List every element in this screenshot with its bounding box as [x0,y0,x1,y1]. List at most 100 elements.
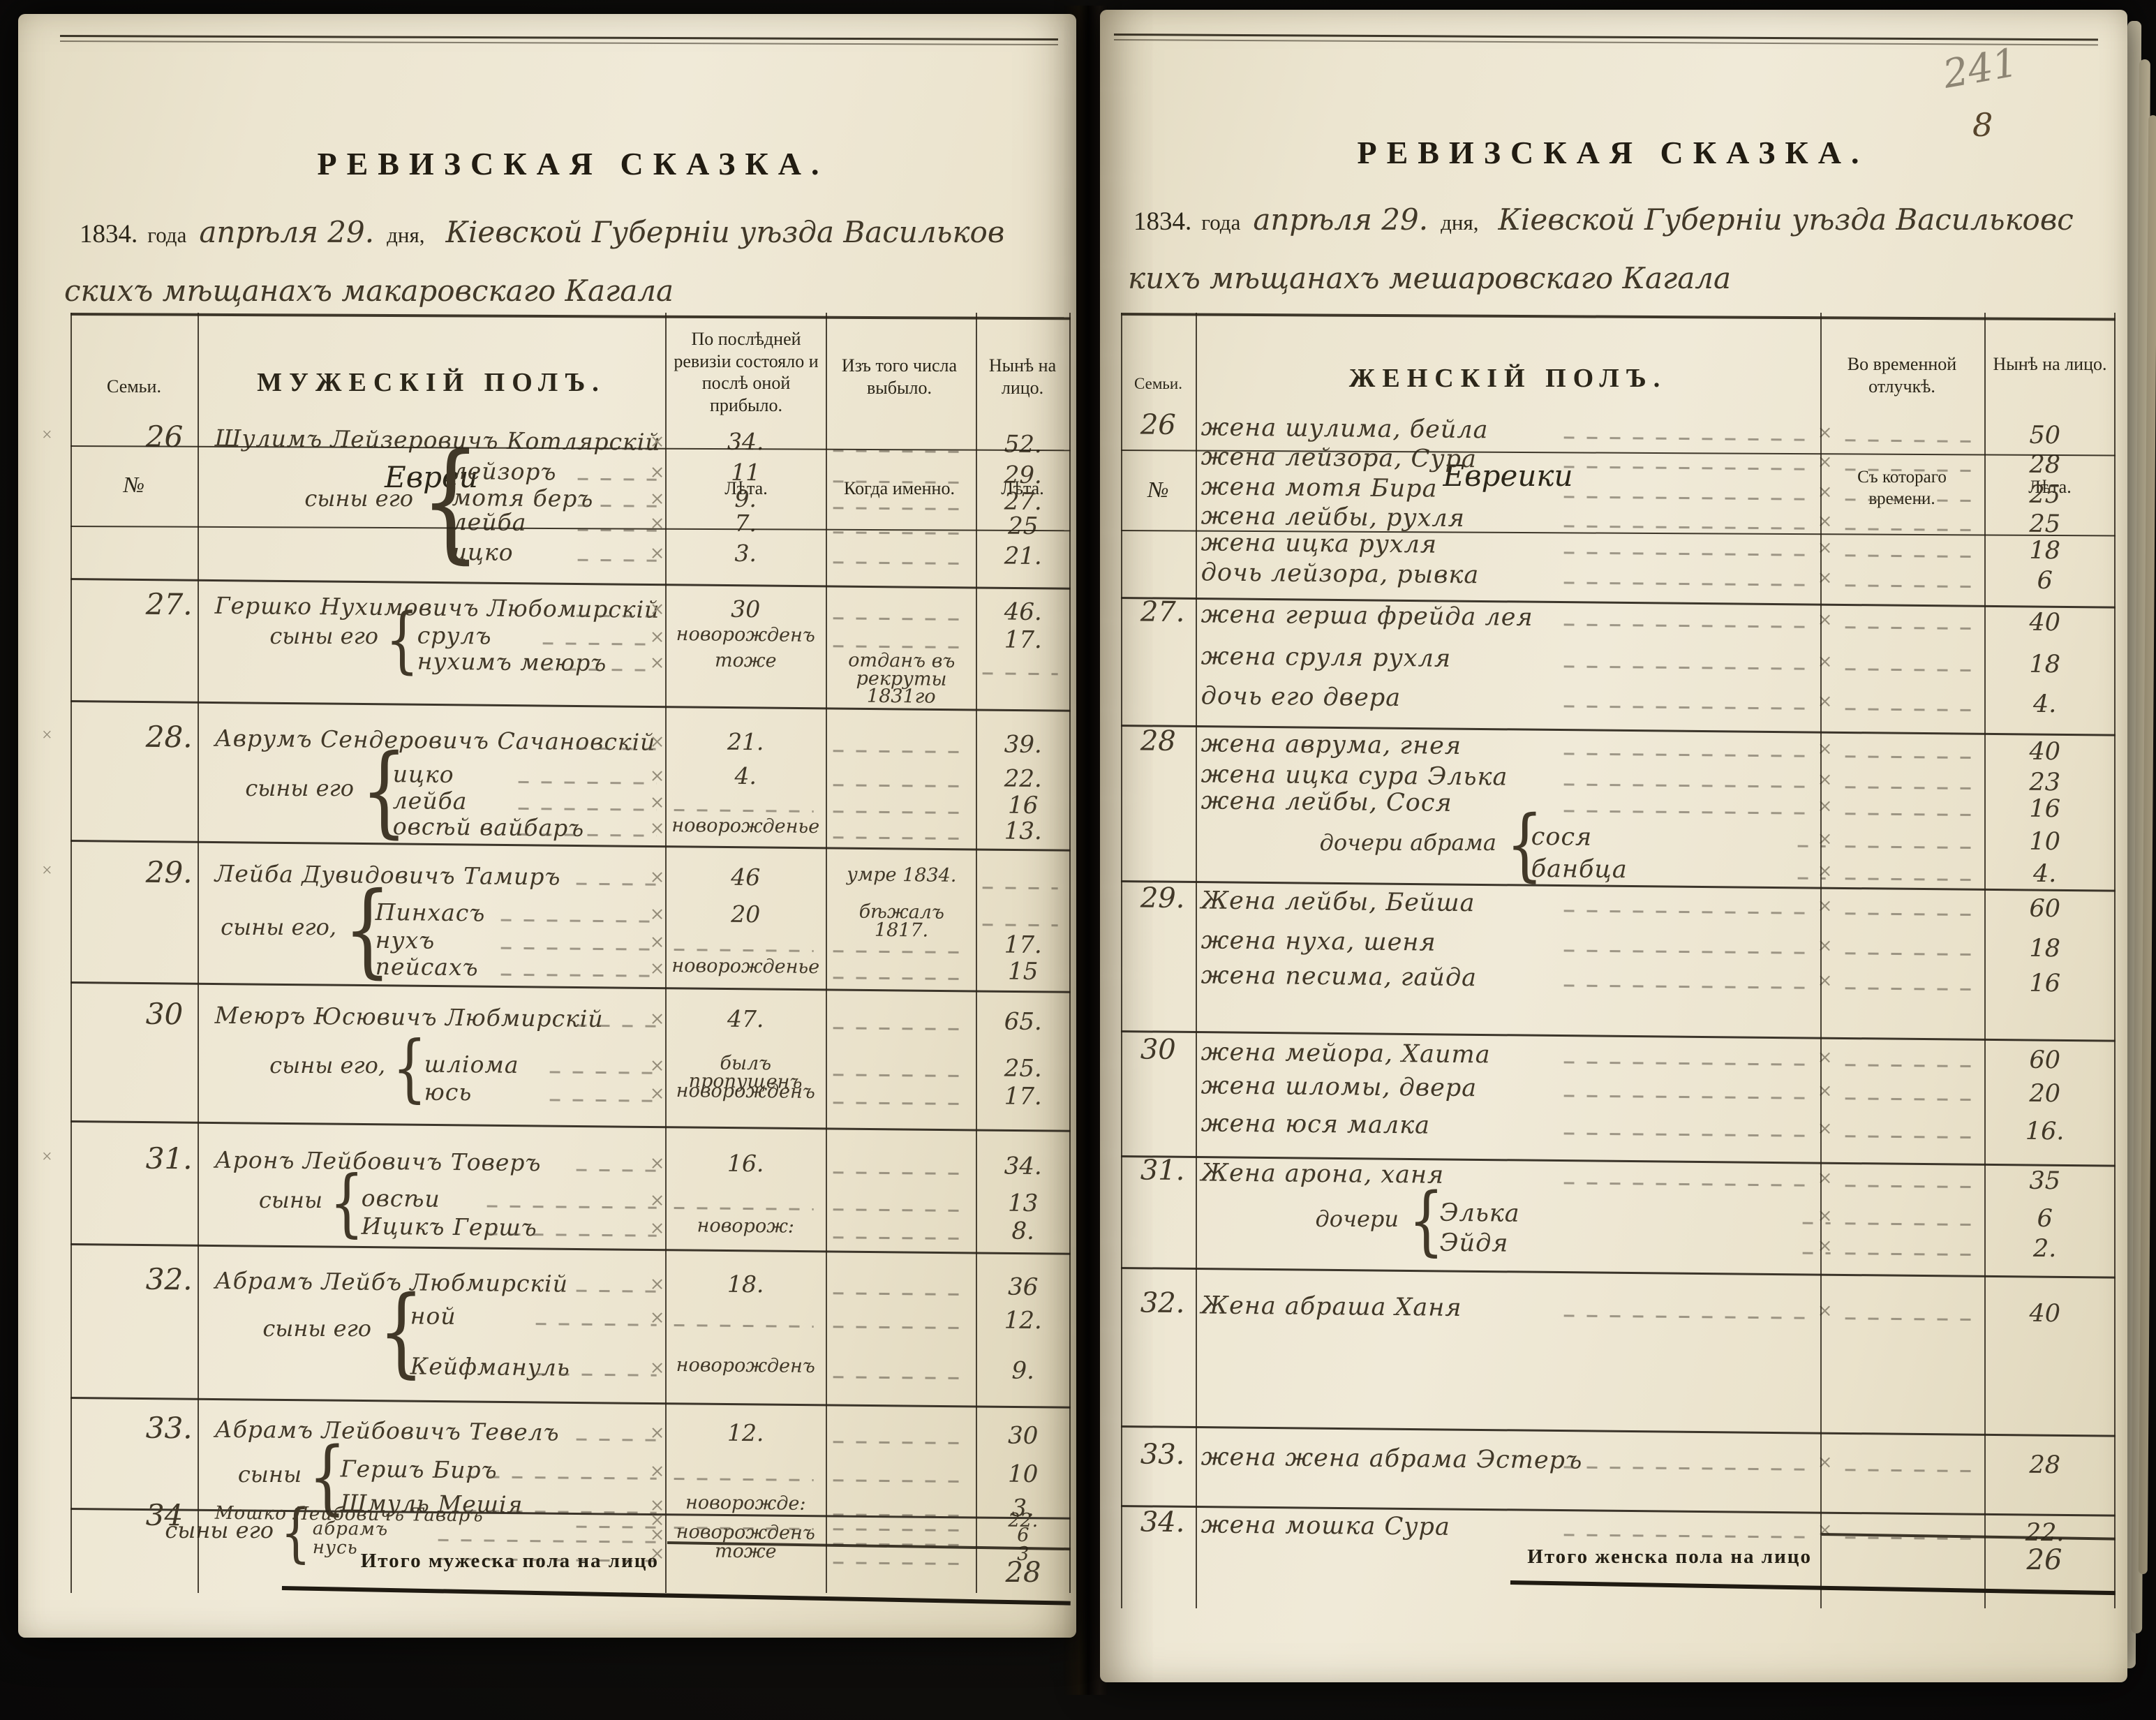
family-number: 32. [1140,1287,1185,1320]
ink-dash-line [576,882,659,886]
ink-dash-line [1563,623,1812,628]
person-name: Аврумъ Сендеровичъ Сачановскій [214,724,656,756]
pencil-x-mark: × [649,866,665,888]
person-name: жена юся малка [1200,1109,1431,1140]
pencil-x-mark: × [649,792,665,813]
person-name: банбца [1531,854,1628,884]
person-name: жена лейзора, Сура [1200,443,1478,474]
pencil-x-mark: × [1817,510,1833,533]
table-row-line: жена песима, гайда × 16 [1100,959,2116,1001]
page-title: РЕВИЗСКАЯ СКАЗКА. [317,146,829,181]
total-rule-heavy [1510,1580,2116,1596]
age-now: 17. [1004,931,1042,960]
ink-dash-line [577,558,657,562]
ink-dash-line [1845,554,1977,558]
ink-dash-line [833,617,966,621]
ink-dash-line [1845,439,1977,443]
group-brace: { [361,733,408,849]
age-now: 12. [1004,1306,1042,1335]
ink-dash-line [833,561,966,565]
table-row-line: 33. жена жена абрама Эстеръ × 28 [1100,1439,2116,1483]
table-header-line [70,313,1071,320]
ink-dash-line [674,949,814,952]
group-label: сыны его [165,1517,274,1543]
age-now: 60 [2029,1046,2061,1075]
age-now: 13. [1004,817,1042,846]
intro-date-hand: апрѣля 29. [1253,202,1429,237]
intro-region-hand2: скихъ мѣщанахъ макаровскаго Кагала [64,274,674,308]
pencil-x-mark: × [649,1152,665,1174]
column-header-present: Нынѣ на лицо. [988,355,1057,398]
ink-dash-line [518,807,657,811]
age-last-revision: новорожденъ [676,1080,816,1103]
subheader-years: Лѣта. [724,478,768,498]
age-now: 39. [1004,730,1042,759]
age-now: 18 [2029,650,2061,679]
ink-dash-line [577,477,657,481]
page-title: РЕВИЗСКАЯ СКАЗКА. [1357,135,1869,170]
pencil-x-mark: × [649,903,665,925]
pencil-x-mark: × [649,652,665,674]
intro-of-year: года [1201,210,1241,235]
pencil-x-mark: × [649,1273,665,1295]
age-last-revision: новорожденъ [676,1354,816,1377]
age-now: 9. [1011,1356,1035,1385]
pencil-x-mark: × [649,1083,665,1104]
pencil-x-mark: × [649,598,665,620]
subheader-ethnic-group: Евреи [385,460,478,494]
intro-of-day: дня, [1441,210,1479,235]
person-name: юсь [424,1078,473,1106]
ink-dash-line [576,1438,659,1441]
person-name: жена герша фрейда лея [1200,600,1533,632]
age-now: 4. [2032,859,2057,889]
ink-dash-line [833,1441,966,1445]
pencil-x-mark: × [1817,1300,1833,1322]
age-now: 40 [2029,737,2061,766]
pencil-x-mark: × [1817,1167,1833,1189]
left-page-male-sheet: РЕВИЗСКАЯ СКАЗКА. 1834. года апрѣля 29. … [18,14,1076,1638]
table-column-line [826,313,827,1593]
age-now: 10 [1007,1460,1039,1489]
age-now: 25 [2029,510,2061,539]
age-now: 52. [1004,430,1042,459]
ink-dash-line [1845,584,1977,588]
person-name: жена мейора, Хаита [1200,1038,1491,1069]
family-number: 33. [145,1410,193,1446]
page-rule [1113,39,2098,46]
group-brace: { [385,597,419,681]
total-label: Итого женска пола на лицо [1527,1545,1812,1568]
group-brace: { [378,1275,424,1388]
family-number: 32. [145,1261,193,1297]
age-now: 22. [1004,764,1042,794]
intro-of-year: года [147,223,187,247]
table-column-line [70,313,72,1593]
age-now: 6 [2037,1204,2053,1233]
ink-dash-line [1845,1097,1977,1102]
pencil-x-mark: × [649,1189,665,1211]
age-now: 50 [2029,421,2061,450]
age-now: 16 [2029,969,2061,998]
age-last-revision: 46 [731,863,761,891]
person-name: жена лейбы, Сося [1200,787,1452,817]
age-now: 46. [1004,598,1042,627]
ink-dash-line [833,836,966,840]
intro-region-line2: скихъ мѣщанахъ макаровскаго Кагала [54,274,683,308]
pencil-x-mark: × [1817,1451,1833,1474]
pencil-x-mark: × [1817,567,1833,589]
age-now: 23 [2029,768,2061,797]
person-name: жена ицка рухля [1200,528,1438,559]
pencil-x-mark: × [1817,690,1833,713]
age-now: 15 [1007,957,1039,986]
ink-dash-line [1563,1132,1812,1137]
ink-dash-line [674,1478,814,1481]
ink-dash-line [1845,1469,1977,1473]
page-rule [59,40,1058,45]
pencil-x-mark: × [1817,537,1833,559]
age-last-revision: 7. [734,509,757,538]
family-number: 26 [1140,408,1176,442]
ink-dash-line [982,924,1058,927]
pencil-x-mark: × [42,725,52,745]
ink-dash-line [833,810,966,815]
ink-dash-line [1563,1061,1812,1066]
person-name: нухимъ меюръ [417,647,607,677]
